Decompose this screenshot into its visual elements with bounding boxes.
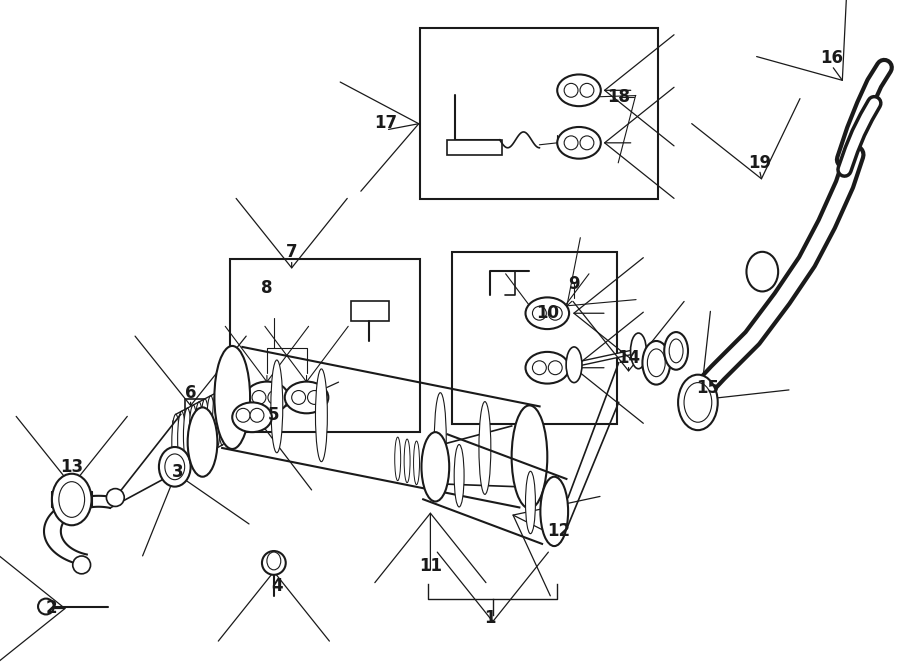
Ellipse shape — [38, 598, 54, 614]
Ellipse shape — [533, 307, 546, 320]
Ellipse shape — [564, 136, 578, 150]
Ellipse shape — [245, 381, 289, 413]
Ellipse shape — [664, 332, 688, 369]
Ellipse shape — [647, 349, 665, 377]
Ellipse shape — [268, 391, 282, 404]
Ellipse shape — [548, 361, 562, 375]
Ellipse shape — [557, 74, 601, 106]
Bar — [184, 399, 204, 421]
Bar — [447, 140, 501, 155]
Text: 16: 16 — [820, 48, 843, 67]
Text: 17: 17 — [374, 114, 398, 132]
Ellipse shape — [236, 408, 250, 422]
Ellipse shape — [580, 136, 594, 150]
Ellipse shape — [308, 391, 321, 404]
Ellipse shape — [52, 474, 92, 525]
Ellipse shape — [195, 402, 203, 457]
Ellipse shape — [746, 252, 778, 291]
Text: 10: 10 — [536, 305, 559, 322]
Ellipse shape — [670, 339, 683, 363]
Ellipse shape — [432, 445, 438, 489]
Text: 18: 18 — [608, 88, 630, 107]
Ellipse shape — [435, 393, 446, 485]
Ellipse shape — [177, 411, 185, 467]
Ellipse shape — [159, 447, 191, 487]
Ellipse shape — [564, 83, 578, 97]
Ellipse shape — [454, 444, 464, 507]
Text: 9: 9 — [568, 275, 580, 293]
Ellipse shape — [580, 83, 594, 97]
Ellipse shape — [232, 402, 272, 432]
Ellipse shape — [172, 414, 180, 470]
Ellipse shape — [421, 432, 449, 502]
Ellipse shape — [188, 407, 218, 477]
Ellipse shape — [189, 405, 197, 461]
Ellipse shape — [201, 399, 209, 454]
Ellipse shape — [566, 347, 582, 383]
Text: 2: 2 — [46, 600, 58, 618]
Ellipse shape — [316, 369, 328, 461]
Text: 7: 7 — [286, 243, 298, 261]
Ellipse shape — [684, 383, 712, 422]
Bar — [230, 259, 420, 432]
Ellipse shape — [292, 391, 306, 404]
Ellipse shape — [631, 333, 646, 369]
Ellipse shape — [207, 396, 215, 451]
Bar — [351, 301, 389, 321]
Ellipse shape — [414, 441, 419, 485]
Ellipse shape — [271, 360, 283, 453]
Ellipse shape — [643, 341, 670, 385]
Ellipse shape — [284, 381, 328, 413]
Text: 4: 4 — [271, 577, 283, 594]
Text: 1: 1 — [484, 610, 496, 628]
Text: 19: 19 — [748, 154, 771, 171]
Text: 3: 3 — [172, 463, 184, 481]
Text: 15: 15 — [697, 379, 719, 397]
Ellipse shape — [526, 352, 569, 383]
Ellipse shape — [165, 454, 184, 480]
Ellipse shape — [250, 408, 264, 422]
Ellipse shape — [106, 489, 124, 506]
Ellipse shape — [557, 127, 601, 159]
Text: 11: 11 — [418, 557, 442, 575]
Text: 8: 8 — [261, 279, 273, 297]
Ellipse shape — [423, 443, 429, 487]
Ellipse shape — [184, 408, 192, 463]
Ellipse shape — [262, 551, 285, 575]
Ellipse shape — [219, 389, 226, 445]
Text: 13: 13 — [60, 458, 84, 476]
Text: 12: 12 — [547, 522, 571, 540]
Ellipse shape — [58, 482, 85, 517]
Ellipse shape — [548, 307, 562, 320]
Ellipse shape — [395, 437, 400, 481]
Ellipse shape — [267, 552, 281, 570]
Ellipse shape — [479, 402, 490, 495]
Text: 6: 6 — [184, 383, 196, 402]
Ellipse shape — [533, 361, 546, 375]
Ellipse shape — [526, 297, 569, 329]
Bar — [452, 252, 616, 424]
Ellipse shape — [212, 393, 220, 448]
Ellipse shape — [73, 556, 91, 574]
Ellipse shape — [526, 471, 536, 534]
Ellipse shape — [214, 346, 250, 449]
Ellipse shape — [404, 439, 410, 483]
Ellipse shape — [252, 391, 266, 404]
Text: 5: 5 — [268, 406, 280, 424]
Text: 14: 14 — [617, 349, 640, 367]
Ellipse shape — [511, 405, 547, 508]
Ellipse shape — [540, 477, 568, 546]
Ellipse shape — [678, 375, 717, 430]
Bar — [420, 28, 658, 199]
